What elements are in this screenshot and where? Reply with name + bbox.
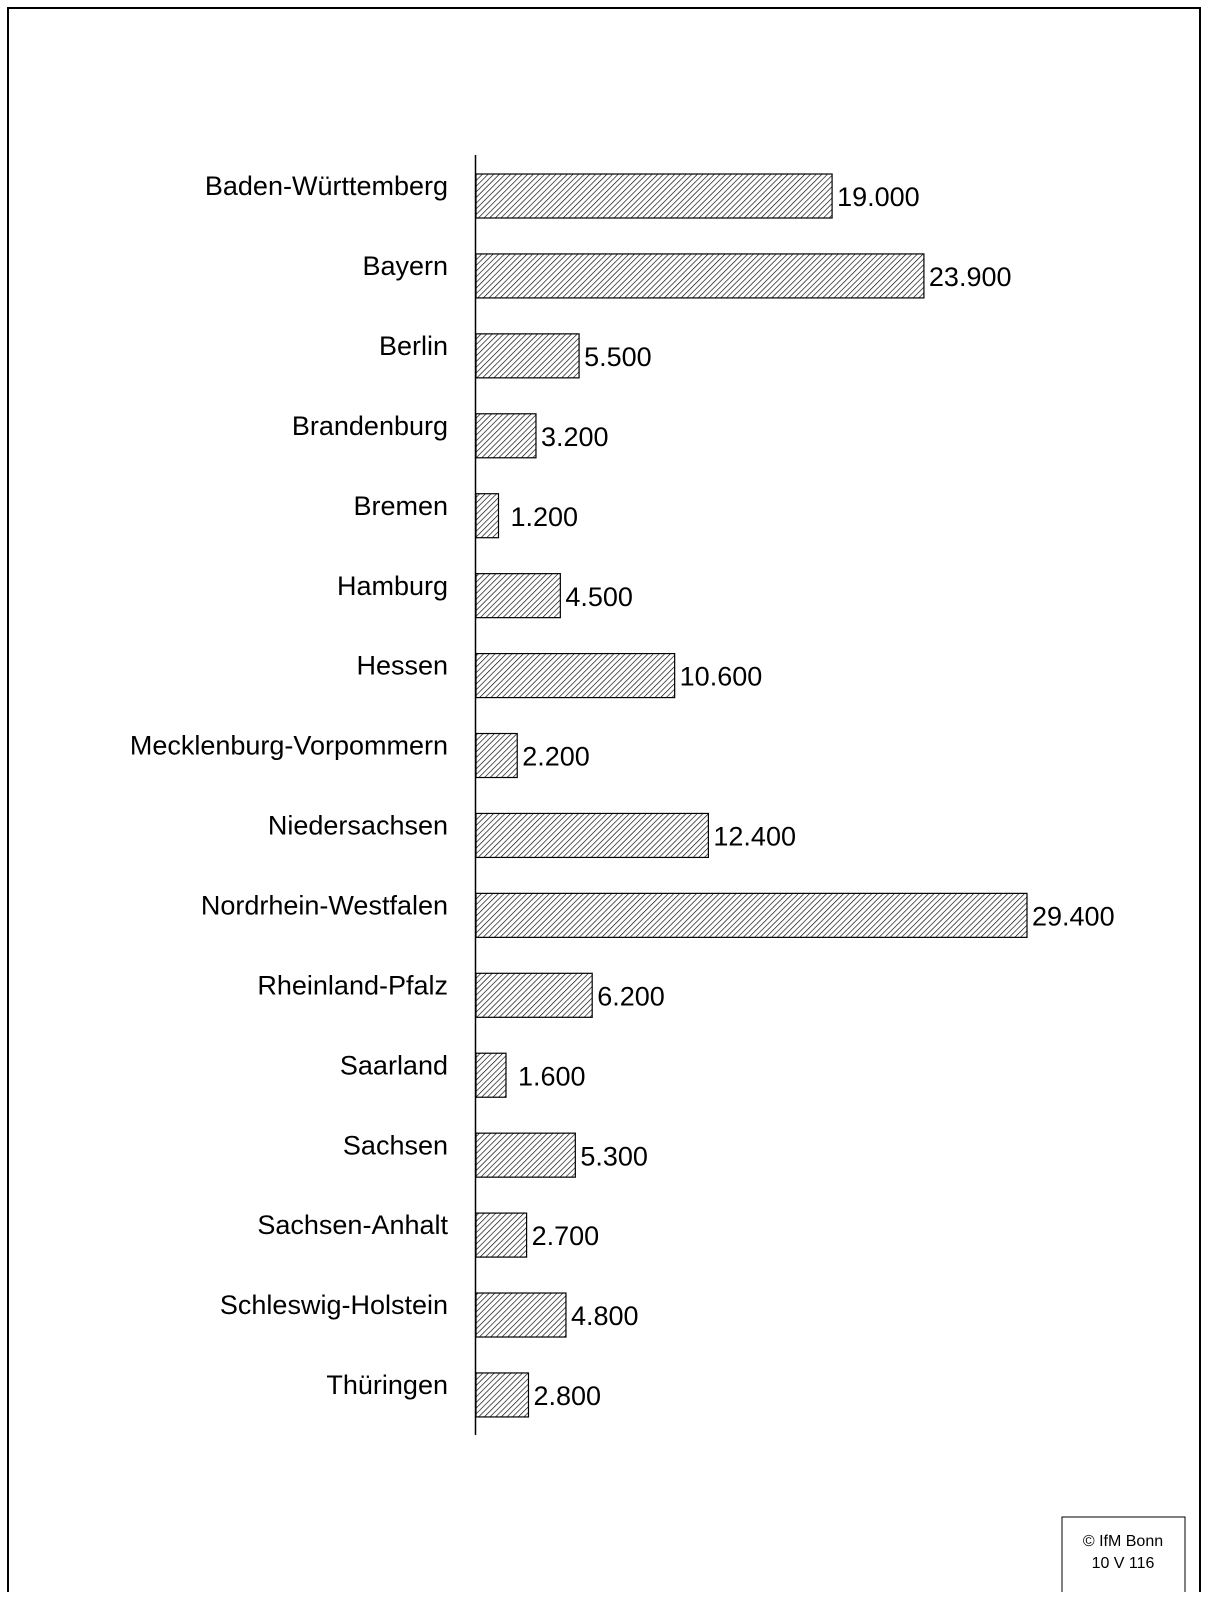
value-label: 10.600 — [680, 662, 763, 692]
frame — [7, 7, 1201, 1592]
category-label: Sachsen-Anhalt — [257, 1210, 448, 1240]
bar — [475, 413, 537, 459]
value-label: 1.600 — [518, 1061, 586, 1091]
category-label: Niedersachsen — [268, 811, 448, 841]
category-label: Hamburg — [337, 571, 448, 601]
category-label: Berlin — [379, 331, 448, 361]
category-label: Baden-Württemberg — [205, 171, 448, 201]
value-label: 2.700 — [532, 1221, 600, 1251]
bar — [475, 493, 500, 539]
category-label: Nordrhein-Westfalen — [201, 890, 448, 920]
value-label: 5.300 — [580, 1141, 648, 1171]
category-label: Schleswig-Holstein — [220, 1290, 448, 1320]
bar — [475, 892, 1028, 938]
bar — [475, 173, 833, 219]
bar — [475, 1292, 567, 1338]
value-label: 12.400 — [713, 822, 796, 852]
category-label: Thüringen — [326, 1370, 448, 1400]
value-label: 23.900 — [929, 262, 1012, 292]
category-label: Saarland — [340, 1050, 448, 1080]
note: 10 V 116 — [1092, 1555, 1155, 1572]
bar — [475, 573, 561, 619]
value-label: 2.800 — [533, 1381, 601, 1411]
category-label: Rheinland-Pfalz — [257, 970, 448, 1000]
note-box — [1061, 1516, 1186, 1597]
category-label: Bremen — [353, 491, 448, 521]
bar — [475, 652, 676, 699]
value-label: 2.200 — [522, 742, 590, 772]
note: © IfM Bonn — [1083, 1533, 1163, 1550]
bar — [475, 1052, 507, 1098]
bar — [475, 972, 593, 1018]
category-label: Brandenburg — [292, 411, 448, 441]
bar — [475, 812, 709, 859]
category-label: Sachsen — [343, 1130, 448, 1160]
value-label: 19.000 — [837, 182, 920, 212]
bar — [475, 1212, 528, 1258]
category-label: Hessen — [356, 651, 448, 681]
value-label: 5.500 — [584, 342, 652, 372]
value-label: 1.200 — [510, 502, 578, 532]
value-label: 6.200 — [597, 981, 665, 1011]
bar — [475, 1132, 576, 1178]
bar — [475, 253, 925, 299]
value-label: 4.500 — [565, 582, 633, 612]
bar — [475, 333, 580, 379]
value-label: 4.800 — [571, 1301, 639, 1331]
bar — [475, 1372, 530, 1418]
value-label: 29.400 — [1032, 901, 1115, 931]
value-label: 3.200 — [541, 422, 609, 452]
category-label: Bayern — [362, 251, 448, 281]
bar — [475, 732, 518, 779]
category-label: Mecklenburg-Vorpommern — [130, 731, 448, 761]
